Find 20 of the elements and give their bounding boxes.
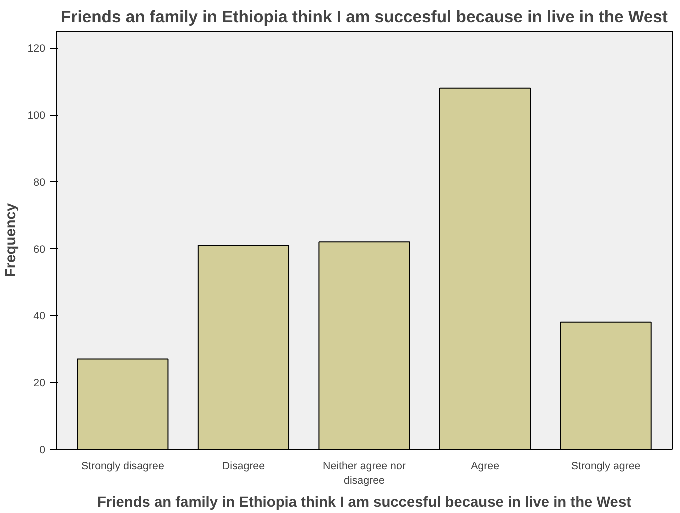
y-tick-label: 40 (34, 310, 46, 323)
y-tick-label: 100 (28, 110, 46, 122)
x-tick-label: Agree (471, 460, 500, 472)
x-tick-label: Strongly agree (571, 460, 641, 472)
chart-title: Friends an family in Ethiopia think I am succesful because in live in the West (61, 8, 668, 26)
bar (318, 242, 410, 450)
x-axis-title: Friends an family in Ethiopia think I am succesful because in live in the West (97, 494, 632, 511)
x-tick-label: Disagree (222, 460, 266, 472)
x-tick-label: Strongly disagree (81, 460, 164, 472)
y-tick-label: 60 (34, 244, 46, 256)
bar (77, 358, 169, 450)
bar (439, 88, 532, 450)
y-tick-label: 120 (28, 43, 46, 56)
y-tick-label: 80 (34, 176, 46, 189)
x-tick-label: Neither agree nor disagree (323, 460, 406, 487)
bar (560, 322, 652, 450)
y-axis-title: Frequency (4, 202, 20, 278)
y-tick-label: 0 (40, 444, 46, 456)
y-tick-label: 20 (34, 378, 46, 390)
bar (198, 245, 290, 450)
